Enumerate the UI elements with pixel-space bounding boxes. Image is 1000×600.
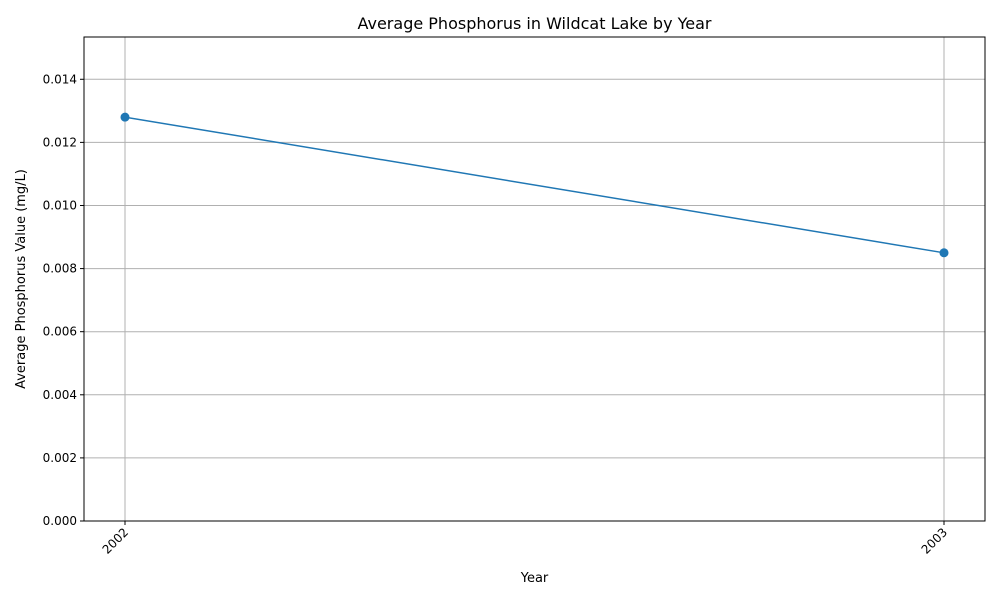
- y-axis-label: Average Phosphorus Value (mg/L): [14, 169, 29, 389]
- y-tick-label: 0.002: [43, 451, 77, 465]
- y-tick-label: 0.010: [43, 198, 77, 212]
- x-tick-label: 2003: [919, 525, 950, 556]
- series-line: [124, 116, 945, 254]
- y-tick-label: 0.014: [43, 72, 77, 86]
- y-tick-label: 0.004: [43, 388, 77, 402]
- y-tick-label: 0.000: [43, 514, 77, 528]
- x-axis-label: Year: [520, 571, 549, 586]
- y-tick-label: 0.006: [43, 325, 77, 339]
- y-tick-label: 0.008: [43, 262, 77, 276]
- grid: [84, 37, 985, 522]
- ticks: 0.000 0.002 0.004 0.006 0.008 0.010 0.012 0.014…: [43, 72, 950, 556]
- chart-title: Average Phosphorus in Wildcat Lake by Ye…: [357, 14, 711, 33]
- series-layer: [120, 112, 949, 258]
- plot-frame: [83, 36, 986, 522]
- y-tick-label: 0.012: [43, 135, 77, 149]
- data-point: [939, 248, 949, 258]
- data-point: [120, 112, 130, 122]
- x-tick-label: 2002: [100, 525, 131, 556]
